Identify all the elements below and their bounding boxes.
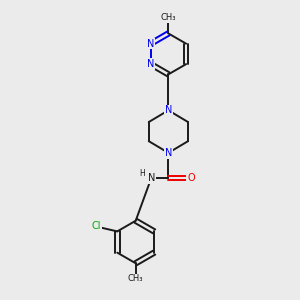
Text: N: N <box>165 148 172 158</box>
Text: O: O <box>187 173 195 183</box>
Text: CH₃: CH₃ <box>161 14 176 22</box>
Text: N: N <box>148 173 155 183</box>
Text: N: N <box>147 59 154 69</box>
Text: N: N <box>165 105 172 115</box>
Text: Cl: Cl <box>91 221 101 232</box>
Text: H: H <box>140 169 145 178</box>
Text: N: N <box>147 39 154 49</box>
Text: CH₃: CH₃ <box>128 274 143 283</box>
